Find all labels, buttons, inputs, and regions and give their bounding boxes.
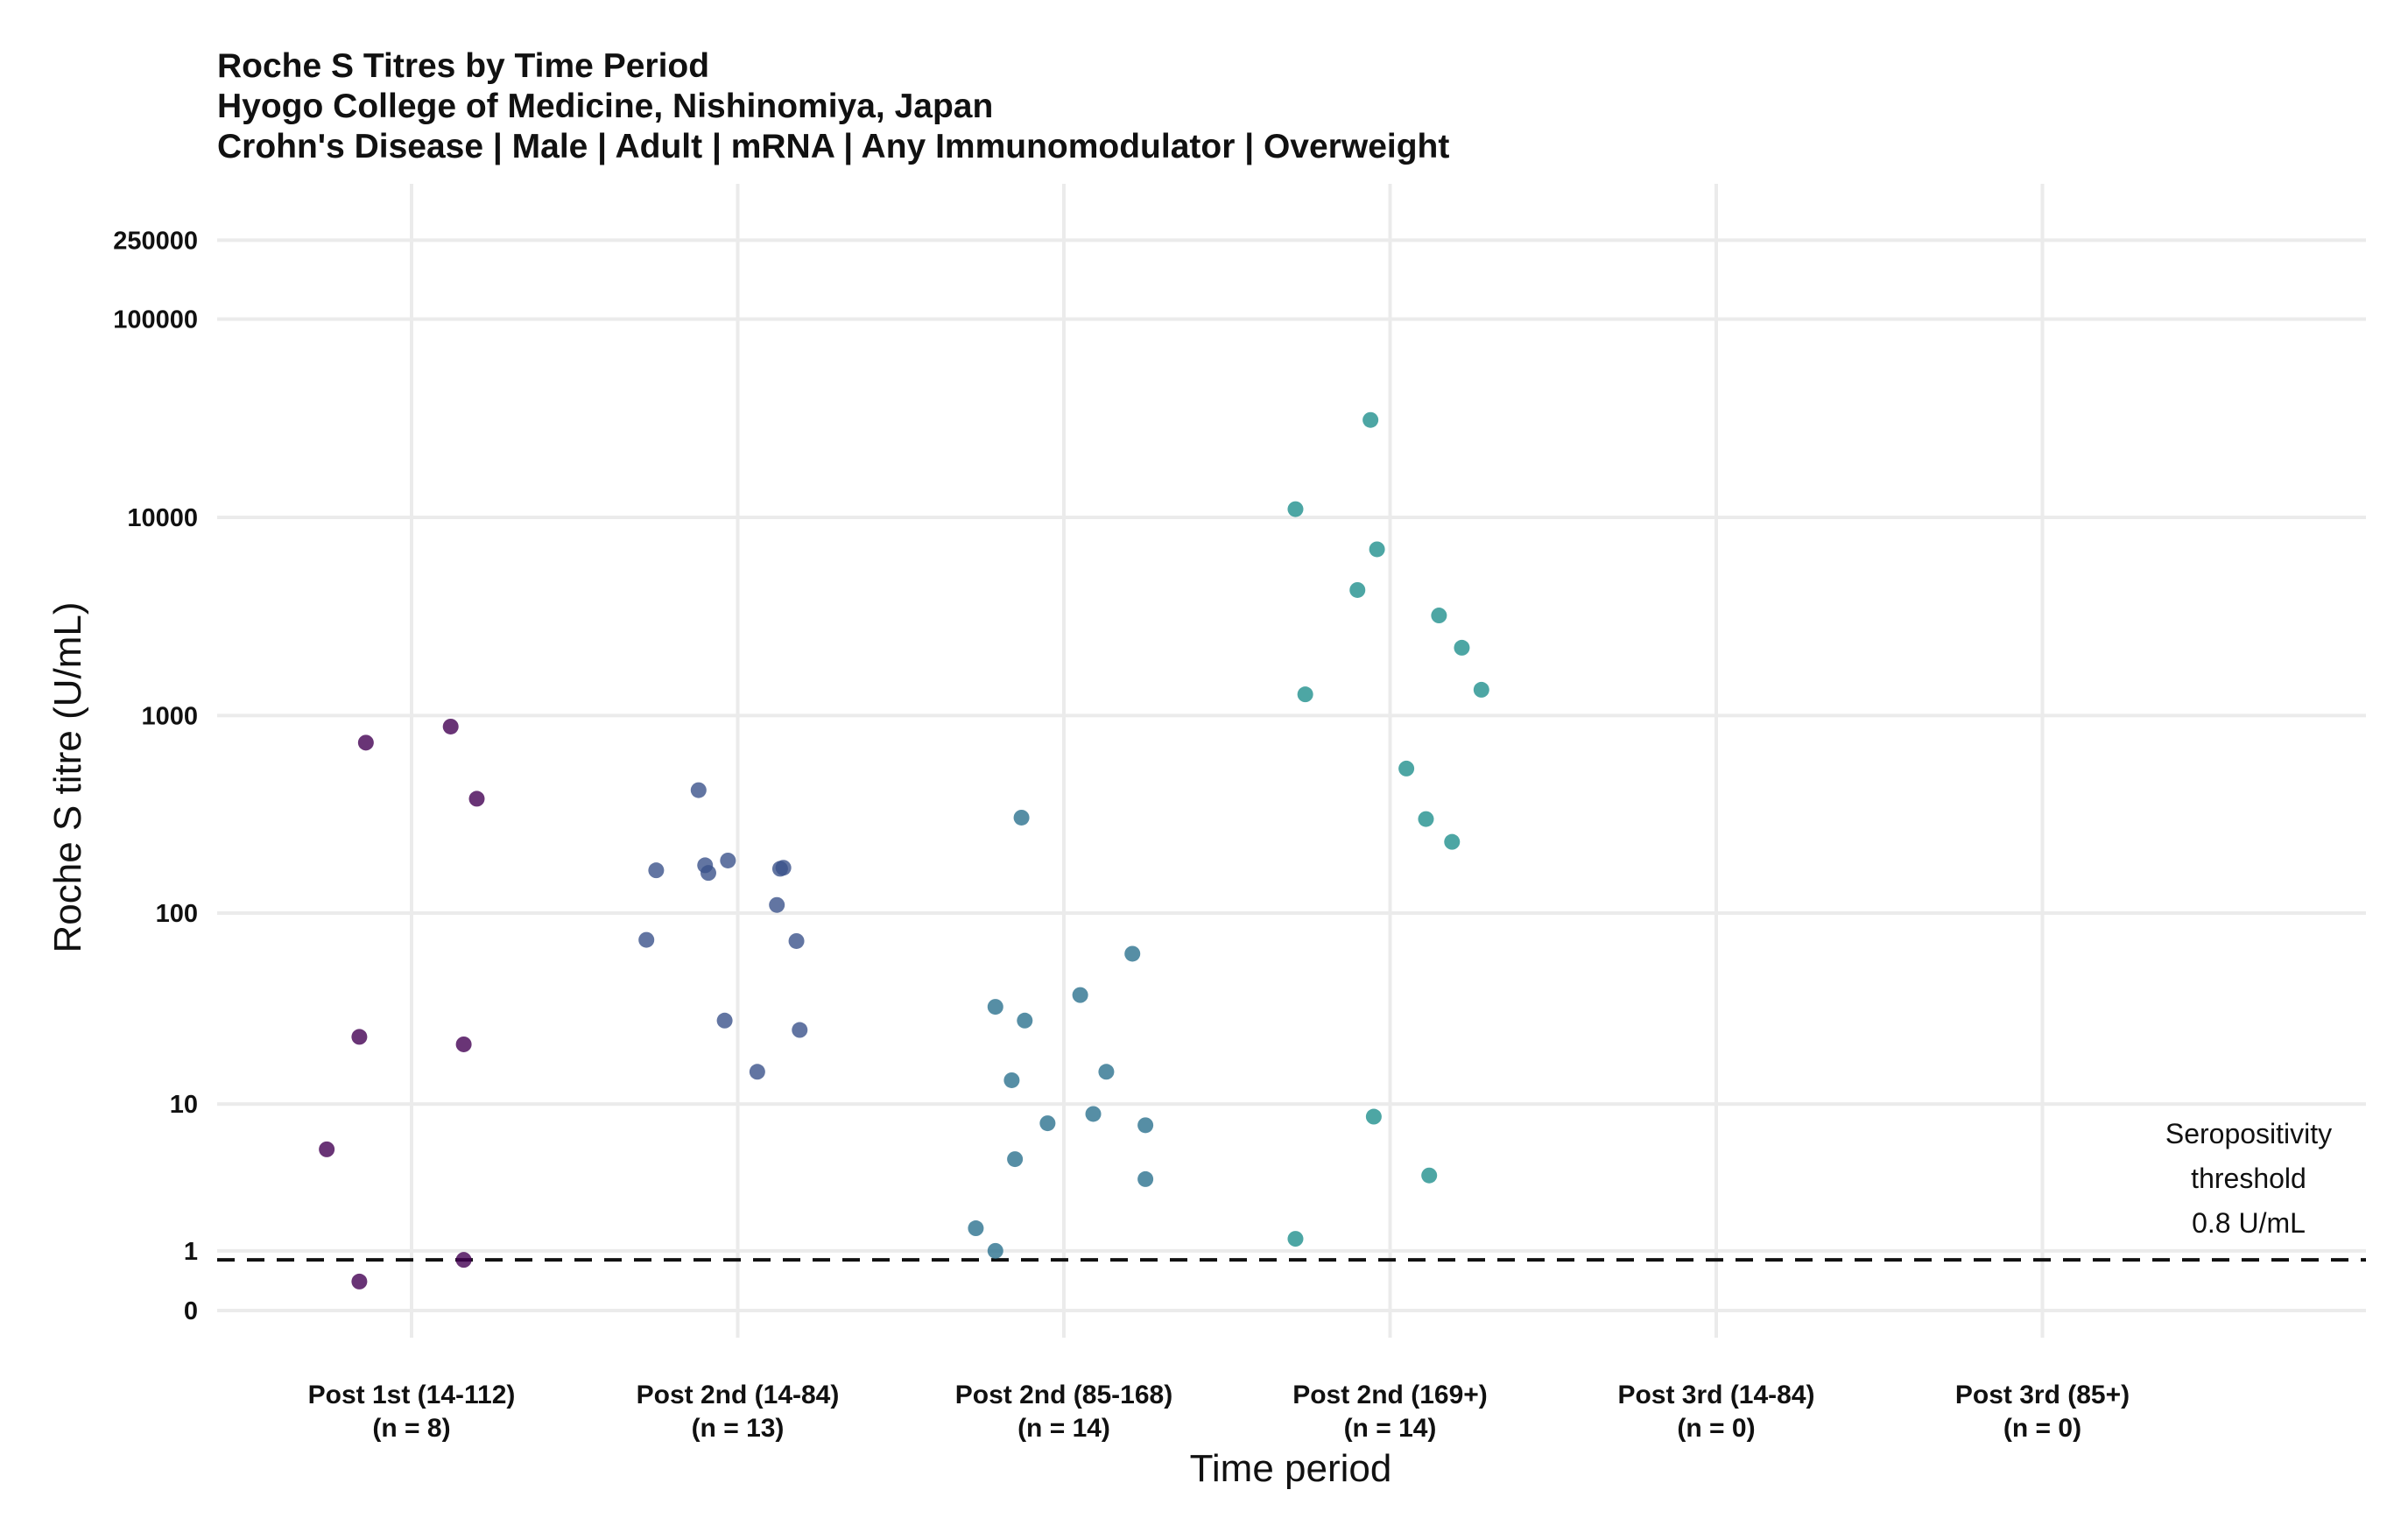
point-c2-5	[720, 852, 736, 868]
x-tick-count-5: (n = 0)	[1677, 1414, 1755, 1443]
x-tick-label-6: Post 3rd (85+)	[1955, 1381, 2130, 1409]
point-c4-4	[1349, 581, 1366, 598]
point-c2-10	[788, 932, 805, 949]
point-c2-4	[700, 865, 716, 882]
point-c3-1	[1013, 809, 1030, 826]
point-c2-11	[716, 1012, 733, 1029]
point-c4-14	[1287, 1231, 1304, 1247]
point-c4-12	[1365, 1108, 1382, 1125]
title-line-1: Roche S Titres by Time Period	[217, 47, 709, 85]
x-tick-count-6: (n = 0)	[2003, 1414, 2081, 1443]
point-c2-8	[769, 896, 785, 913]
y-tick-label-250000: 250000	[113, 227, 198, 255]
threshold-annotation: Seropositivity threshold 0.8 U/mL	[2165, 1118, 2332, 1239]
point-c1-1	[319, 1141, 335, 1157]
point-c2-13	[749, 1064, 765, 1080]
point-c1-2	[357, 734, 374, 751]
x-axis-ticks: Post 1st (14-112) (n = 8) Post 2nd (14-84)…	[308, 1381, 2130, 1443]
point-c2-1	[690, 782, 707, 798]
x-tick-count-4: (n = 14)	[1344, 1414, 1437, 1443]
point-c3-10	[1137, 1117, 1154, 1134]
y-tick-label-10000: 10000	[127, 504, 198, 532]
point-c2-9	[638, 931, 655, 948]
point-c3-14	[987, 1242, 1003, 1259]
point-c4-5	[1431, 608, 1447, 624]
point-c3-2	[1124, 945, 1141, 962]
point-c1-8	[455, 1252, 472, 1268]
point-c4-7	[1473, 681, 1489, 698]
x-tick-label-2: Post 2nd (14-84)	[637, 1381, 840, 1409]
point-c1-6	[468, 791, 485, 807]
x-tick-label-4: Post 2nd (169+)	[1292, 1381, 1488, 1409]
x-tick-count-1: (n = 8)	[372, 1414, 450, 1443]
threshold-annotation-line-2: threshold	[2191, 1163, 2306, 1194]
threshold-annotation-line-1: Seropositivity	[2165, 1118, 2332, 1149]
point-c1-5	[442, 718, 459, 734]
point-c1-3	[351, 1029, 368, 1045]
point-c1-4	[351, 1273, 368, 1290]
point-c3-12	[1137, 1170, 1154, 1187]
point-c3-9	[1039, 1115, 1056, 1132]
point-c3-8	[1085, 1106, 1102, 1122]
point-c4-11	[1444, 833, 1461, 850]
chart-title: Roche S Titres by Time Period Hyogo Coll…	[217, 47, 1449, 165]
point-c4-13	[1421, 1167, 1438, 1184]
threshold-annotation-line-3: 0.8 U/mL	[2192, 1207, 2306, 1239]
point-c1-7	[455, 1036, 472, 1052]
x-tick-label-1: Post 1st (14-112)	[308, 1381, 516, 1409]
y-axis-ticks: 0 1 10 100 1000 10000 100000 250000	[113, 227, 198, 1325]
point-c2-12	[792, 1022, 808, 1038]
point-c4-9	[1398, 760, 1415, 777]
point-c3-6	[1098, 1064, 1115, 1080]
point-c3-13	[968, 1220, 984, 1237]
title-line-2: Hyogo College of Medicine, Nishinomiya, …	[217, 88, 993, 125]
point-c3-5	[1017, 1012, 1033, 1029]
point-c3-4	[987, 999, 1003, 1015]
point-c3-7	[1003, 1072, 1020, 1088]
y-tick-label-100: 100	[156, 900, 198, 928]
x-tick-label-3: Post 2nd (85-168)	[955, 1381, 1172, 1409]
y-tick-label-1: 1	[184, 1238, 198, 1266]
point-c4-6	[1454, 639, 1470, 656]
point-c3-3	[1072, 987, 1088, 1003]
x-axis-title: Time period	[1190, 1447, 1392, 1490]
point-c2-7	[775, 860, 792, 876]
y-tick-label-10: 10	[170, 1091, 198, 1119]
point-c4-8	[1297, 686, 1313, 703]
point-c4-1	[1362, 411, 1379, 428]
y-axis-title: Roche S titre (U/mL)	[46, 602, 89, 953]
x-tick-count-3: (n = 14)	[1017, 1414, 1110, 1443]
y-tick-label-0: 0	[184, 1297, 198, 1325]
title-line-3: Crohn's Disease | Male | Adult | mRNA | …	[217, 128, 1449, 165]
data-points	[319, 411, 1489, 1290]
y-tick-label-100000: 100000	[113, 306, 198, 334]
x-tick-count-2: (n = 13)	[692, 1414, 785, 1443]
point-c2-2	[648, 862, 665, 879]
grid	[217, 184, 2366, 1338]
point-c4-2	[1287, 501, 1304, 517]
point-c4-10	[1418, 811, 1434, 827]
y-tick-label-1000: 1000	[141, 702, 198, 730]
point-c4-3	[1369, 541, 1385, 558]
x-tick-label-5: Post 3rd (14-84)	[1617, 1381, 1814, 1409]
point-c3-11	[1007, 1151, 1024, 1168]
